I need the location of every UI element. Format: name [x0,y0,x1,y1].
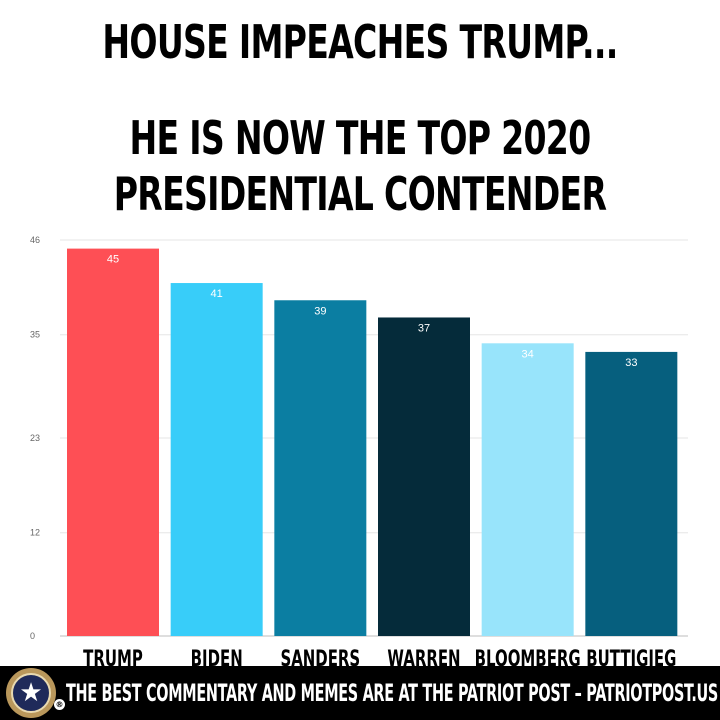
bar-chart: 45 41 39 37 34 33 0 12 23 35 46 TRUMP BIDEN SANDERS… [30,235,688,666]
data-label: 41 [211,288,223,300]
y-tick-label: 23 [30,433,40,443]
x-category-label: BUTTIGIEG [586,647,676,666]
x-category-label: BLOOMBERG [475,647,581,666]
bar-trump [67,248,159,636]
y-tick-label: 0 [30,631,35,641]
patriot-post-seal-icon: ★ [6,668,56,718]
star-icon: ★ [11,673,51,713]
bar-bloomberg [481,343,574,636]
x-category-label: SANDERS [280,647,360,666]
data-labels: 45 41 39 37 34 33 [107,254,638,369]
data-label: 37 [418,322,430,334]
bars [67,248,678,636]
data-label: 45 [107,254,119,266]
headline-line-3: PRESIDENTIAL CONTENDER [113,167,607,221]
headline-line-1: HOUSE IMPEACHES TRUMP... [102,15,618,69]
x-category-label: BIDEN [191,647,243,666]
data-label: 34 [522,348,534,360]
data-label: 33 [625,357,637,369]
x-category-labels: TRUMP BIDEN SANDERS WARREN BLOOMBERG BUTTIGIE… [83,647,676,666]
registered-mark: ® [54,699,65,710]
bar-buttigieg [585,351,678,636]
x-category-label: WARREN [387,647,460,666]
bar-warren [378,317,470,636]
y-ticks: 0 12 23 35 46 [30,235,40,641]
data-label: 39 [314,305,326,317]
footer-banner: THE BEST COMMENTARY AND MEMES ARE AT THE… [0,666,720,720]
grid-lines [60,239,688,637]
y-tick-label: 12 [30,528,40,538]
bar-sanders [274,300,367,636]
footer-text: THE BEST COMMENTARY AND MEMES ARE AT THE… [66,679,718,707]
y-tick-label: 46 [30,235,40,245]
y-tick-label: 35 [30,330,40,340]
headline-line-2: HE IS NOW THE TOP 2020 [129,111,592,165]
bar-biden [170,283,263,636]
x-category-label: TRUMP [83,647,143,666]
